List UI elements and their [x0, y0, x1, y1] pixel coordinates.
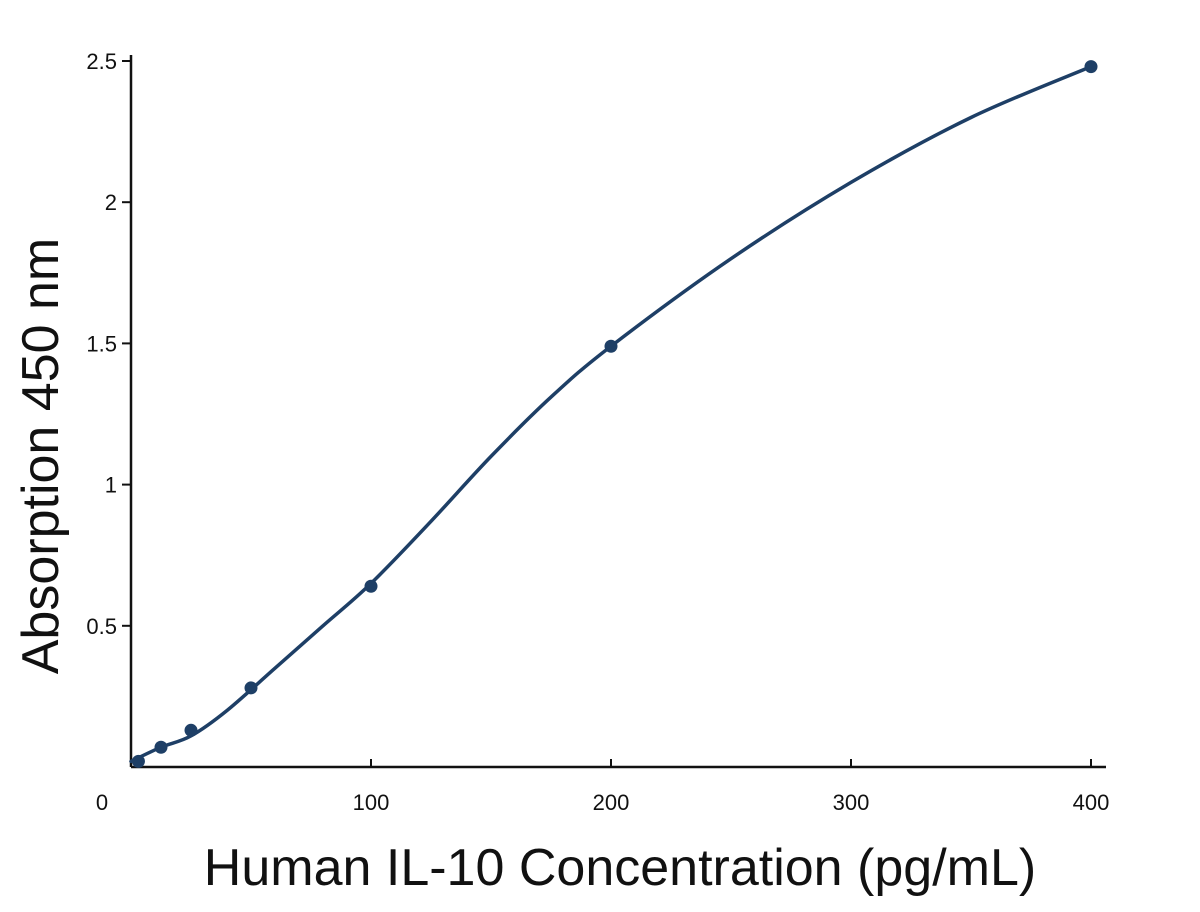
- fit-curve-line: [129, 64, 1093, 764]
- x-tick-label: 100: [353, 790, 390, 815]
- axes: [129, 55, 1106, 769]
- y-tick-label: 1.5: [86, 331, 117, 356]
- x-tick-label: 400: [1073, 790, 1110, 815]
- data-points-layer: [131, 60, 1098, 768]
- data-point: [131, 754, 145, 768]
- y-tick-label: 2: [105, 190, 117, 215]
- data-point: [184, 723, 198, 737]
- data-point: [244, 681, 258, 695]
- data-point: [364, 579, 378, 593]
- fit-curve-layer: [129, 64, 1093, 764]
- y-axis-title: Absorption 450 nm: [12, 238, 70, 675]
- data-point: [604, 339, 618, 353]
- x-tick-label: 300: [833, 790, 870, 815]
- x-axis-ticks: 0 100 200 300 400: [96, 759, 1109, 815]
- x-tick-label: 200: [593, 790, 630, 815]
- y-axis-ticks: 0.5 1 1.5 2 2.5: [86, 49, 131, 639]
- data-point: [1084, 60, 1098, 74]
- x-axis-title: Human IL-10 Concentration (pg/mL): [204, 839, 1036, 897]
- y-tick-label: 1: [105, 473, 117, 498]
- y-tick-label: 0.5: [86, 614, 117, 639]
- y-tick-label: 2.5: [86, 49, 117, 74]
- data-point: [154, 740, 168, 754]
- x-tick-label: 0: [96, 790, 108, 815]
